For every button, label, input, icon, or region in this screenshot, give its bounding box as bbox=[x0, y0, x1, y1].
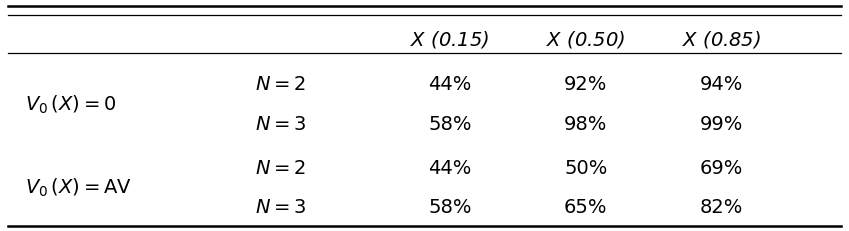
Text: $V_0\,(X) = 0$: $V_0\,(X) = 0$ bbox=[25, 94, 116, 116]
Text: 65%: 65% bbox=[564, 198, 608, 217]
Text: 98%: 98% bbox=[564, 115, 608, 134]
Text: 58%: 58% bbox=[428, 115, 472, 134]
Text: 44%: 44% bbox=[428, 75, 472, 94]
Text: $N = 2$: $N = 2$ bbox=[255, 75, 306, 94]
Text: $X$ (0.15): $X$ (0.15) bbox=[410, 29, 490, 50]
Text: $N = 3$: $N = 3$ bbox=[255, 115, 306, 134]
Text: 82%: 82% bbox=[700, 198, 744, 217]
Text: 94%: 94% bbox=[700, 75, 744, 94]
Text: 69%: 69% bbox=[700, 159, 744, 178]
Text: $X$ (0.50): $X$ (0.50) bbox=[546, 29, 626, 50]
Text: 92%: 92% bbox=[564, 75, 608, 94]
Text: $X$ (0.85): $X$ (0.85) bbox=[683, 29, 761, 50]
Text: $V_0\,(X) = \mathrm{AV}$: $V_0\,(X) = \mathrm{AV}$ bbox=[25, 177, 132, 199]
Text: 50%: 50% bbox=[564, 159, 608, 178]
Text: 44%: 44% bbox=[428, 159, 472, 178]
Text: $N = 2$: $N = 2$ bbox=[255, 159, 306, 178]
Text: $N = 3$: $N = 3$ bbox=[255, 198, 306, 217]
Text: 99%: 99% bbox=[700, 115, 744, 134]
Text: 58%: 58% bbox=[428, 198, 472, 217]
